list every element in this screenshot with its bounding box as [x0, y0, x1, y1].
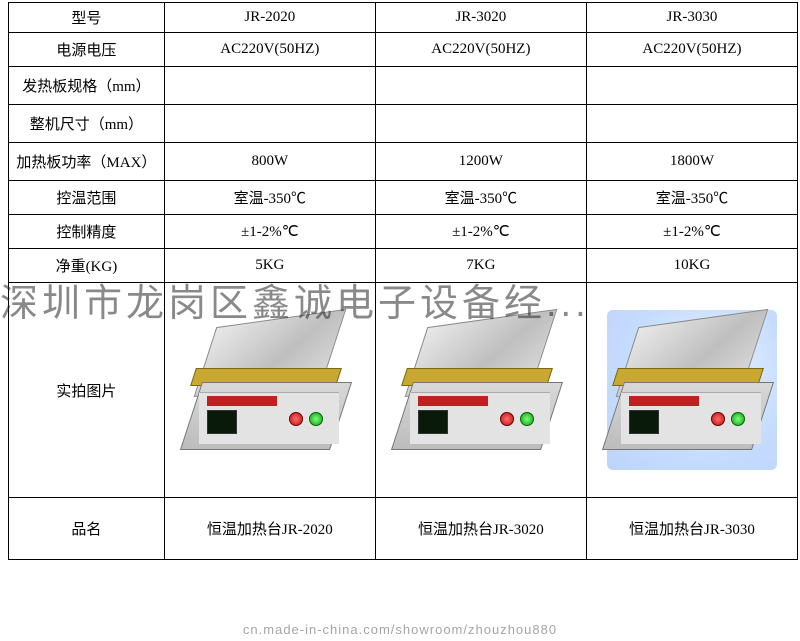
- header-temp-range: 控温范围: [9, 181, 165, 215]
- photo-b: [375, 283, 586, 498]
- temp-range-a: 室温-350℃: [164, 181, 375, 215]
- spec-table: 型号 JR-2020 JR-3020 JR-3030 电源电压 AC220V(5…: [8, 2, 798, 560]
- header-plate-spec: 发热板规格（mm）: [9, 67, 165, 105]
- temp-range-c: 室温-350℃: [586, 181, 797, 215]
- precision-b: ±1-2%℃: [375, 215, 586, 249]
- machine-size-b: [375, 105, 586, 143]
- product-name-b: 恒温加热台JR-3020: [375, 498, 586, 560]
- precision-a: ±1-2%℃: [164, 215, 375, 249]
- header-voltage: 电源电压: [9, 33, 165, 67]
- max-power-a: 800W: [164, 143, 375, 181]
- header-product-name: 品名: [9, 498, 165, 560]
- max-power-c: 1800W: [586, 143, 797, 181]
- machine-size-a: [164, 105, 375, 143]
- net-weight-a: 5KG: [164, 249, 375, 283]
- header-net-weight: 净重(KG): [9, 249, 165, 283]
- product-name-a: 恒温加热台JR-2020: [164, 498, 375, 560]
- header-precision: 控制精度: [9, 215, 165, 249]
- header-max-power: 加热板功率（MAX）: [9, 143, 165, 181]
- net-weight-b: 7KG: [375, 249, 586, 283]
- header-machine-size: 整机尺寸（mm）: [9, 105, 165, 143]
- product-image-a: [185, 310, 355, 470]
- product-image-c: [607, 310, 777, 470]
- voltage-b: AC220V(50HZ): [375, 33, 586, 67]
- max-power-b: 1200W: [375, 143, 586, 181]
- watermark-url: cn.made-in-china.com/showroom/zhouzhou88…: [243, 622, 557, 637]
- product-image-b: [396, 310, 566, 470]
- model-b: JR-3020: [375, 3, 586, 33]
- plate-spec-b: [375, 67, 586, 105]
- model-c: JR-3030: [586, 3, 797, 33]
- header-model: 型号: [9, 3, 165, 33]
- machine-size-c: [586, 105, 797, 143]
- plate-spec-c: [586, 67, 797, 105]
- header-photo: 实拍图片: [9, 283, 165, 498]
- model-a: JR-2020: [164, 3, 375, 33]
- precision-c: ±1-2%℃: [586, 215, 797, 249]
- photo-c: [586, 283, 797, 498]
- plate-spec-a: [164, 67, 375, 105]
- voltage-a: AC220V(50HZ): [164, 33, 375, 67]
- photo-a: [164, 283, 375, 498]
- temp-range-b: 室温-350℃: [375, 181, 586, 215]
- product-name-c: 恒温加热台JR-3030: [586, 498, 797, 560]
- net-weight-c: 10KG: [586, 249, 797, 283]
- voltage-c: AC220V(50HZ): [586, 33, 797, 67]
